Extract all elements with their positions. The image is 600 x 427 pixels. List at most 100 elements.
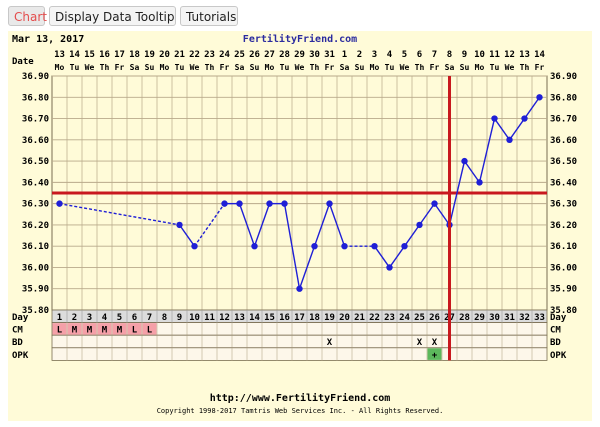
temperature-point [506,136,513,144]
weekday-label: Su [250,63,260,72]
day-row-label-right: Day [550,313,567,323]
date-label: 9 [462,50,467,60]
y-tick-label-right: 36.50 [550,157,577,167]
y-tick-label: 36.50 [22,157,49,167]
date-label: 29 [294,50,305,60]
observation-mark: M [87,326,93,336]
cycle-day-label: 2 [72,313,77,323]
temperature-point [536,94,543,101]
cycle-day-label: 29 [474,313,485,323]
cycle-day-label: 5 [117,313,122,323]
observation-mark: L [147,326,153,336]
cycle-day-label: 1 [57,313,62,323]
weekday-label: Fr [220,63,230,72]
y-tick-label: 36.00 [22,263,49,273]
menses-cell [127,323,142,335]
weekday-label: Sa [130,63,140,72]
fertility-chart: Mar 13, 2017 FertilityFriend.com Date13M… [8,31,592,421]
y-tick-label-right: 36.90 [550,72,577,82]
observation-mark: X [417,338,423,348]
weekday-label: Fr [535,63,545,72]
tab-display-data-tooltip[interactable]: Display Data Tooltip [49,6,176,26]
chart-date: Mar 13, 2017 [12,34,84,45]
menses-cell [52,323,67,335]
date-label: 10 [474,50,485,60]
cycle-day-label: 26 [429,313,440,323]
observation-row-label: CM [12,326,23,336]
weekday-label: Fr [430,63,440,72]
series-segment [178,224,196,247]
date-label: 11 [489,50,500,60]
date-label: 2 [357,50,362,60]
temperature-series [56,94,543,292]
observation-mark: + [432,351,438,361]
temperature-point [296,285,303,292]
weekday-label: Tu [70,63,80,72]
y-axis-left: 35.80 35.90 36.00 36.10 36.20 36.30 36.40 36.50… [22,72,49,316]
date-label: 25 [234,50,245,60]
observation-row [51,334,548,349]
temperature-point [401,242,408,250]
cycle-day-label: 18 [309,313,320,323]
series-segment [313,203,331,247]
date-label: 1 [342,50,347,60]
tab-chart[interactable]: Chart [8,6,47,26]
series-segment [508,118,526,141]
date-label: 24 [219,50,230,60]
series-segment [448,160,466,226]
site-link[interactable]: FertilityFriend.com [243,33,357,45]
date-label: 30 [309,50,320,60]
date-label: 14 [534,50,545,60]
y-tick-label: 36.20 [22,221,49,231]
temperature-point [266,200,273,207]
temperature-point [491,115,498,122]
weekday-label: We [505,63,515,72]
weekday-label: We [400,63,410,72]
series-segment [283,203,301,289]
cycle-day-label: 32 [519,313,530,323]
weekday-label: Tu [175,63,185,72]
observation-mark: M [102,326,108,336]
date-label: 22 [189,50,200,60]
tab-tutorials[interactable]: Tutorials [180,6,238,26]
temperature-point [461,157,468,165]
y-axis-right: 35.80 35.90 36.00 36.10 36.20 36.30 36.40 36.50… [550,72,577,316]
temperature-point [176,221,183,229]
observation-row [51,347,548,361]
cycle-day-label: 6 [132,313,137,323]
date-label: 18 [129,50,140,60]
date-label: 13 [519,50,530,60]
date-label: 6 [417,50,422,60]
menses-cell [67,323,82,335]
observation-mark: M [117,326,123,336]
footer-copyright: Copyright 1998-2017 Tamtris Web Services… [157,407,444,415]
footer-url[interactable]: http://www.FertilityFriend.com [210,392,391,404]
cycle-day-label: 33 [534,313,545,323]
observation-row-label-right: OPK [550,351,567,361]
weekday-label: Fr [325,63,335,72]
date-header: Date13Mo14Tu15We16Th17Fr18Sa19Su20Mo21Tu… [12,50,545,72]
y-tick-label: 36.30 [22,200,49,210]
temperature-point [386,264,393,271]
temperature-point [191,242,198,250]
menses-cell [82,323,97,335]
weekday-label: Sa [235,63,245,72]
cycle-day-label: 31 [504,313,515,323]
weekday-label: Tu [385,63,395,72]
date-label: 7 [432,50,437,60]
menses-cell [112,323,127,335]
y-tick-label-right: 36.80 [550,93,577,103]
series-segment [493,118,511,141]
temperature-point [431,200,438,207]
weekday-label: Th [205,63,215,72]
y-tick-label: 35.90 [22,285,49,295]
weekday-label: Th [310,63,320,72]
temperature-point [416,221,423,229]
observation-row-label: BD [12,338,23,348]
date-label: 8 [447,50,452,60]
temperature-point [251,242,258,250]
weekday-label: Mo [160,63,170,72]
y-tick-label-right: 36.10 [550,242,577,252]
menses-cell [142,323,157,335]
